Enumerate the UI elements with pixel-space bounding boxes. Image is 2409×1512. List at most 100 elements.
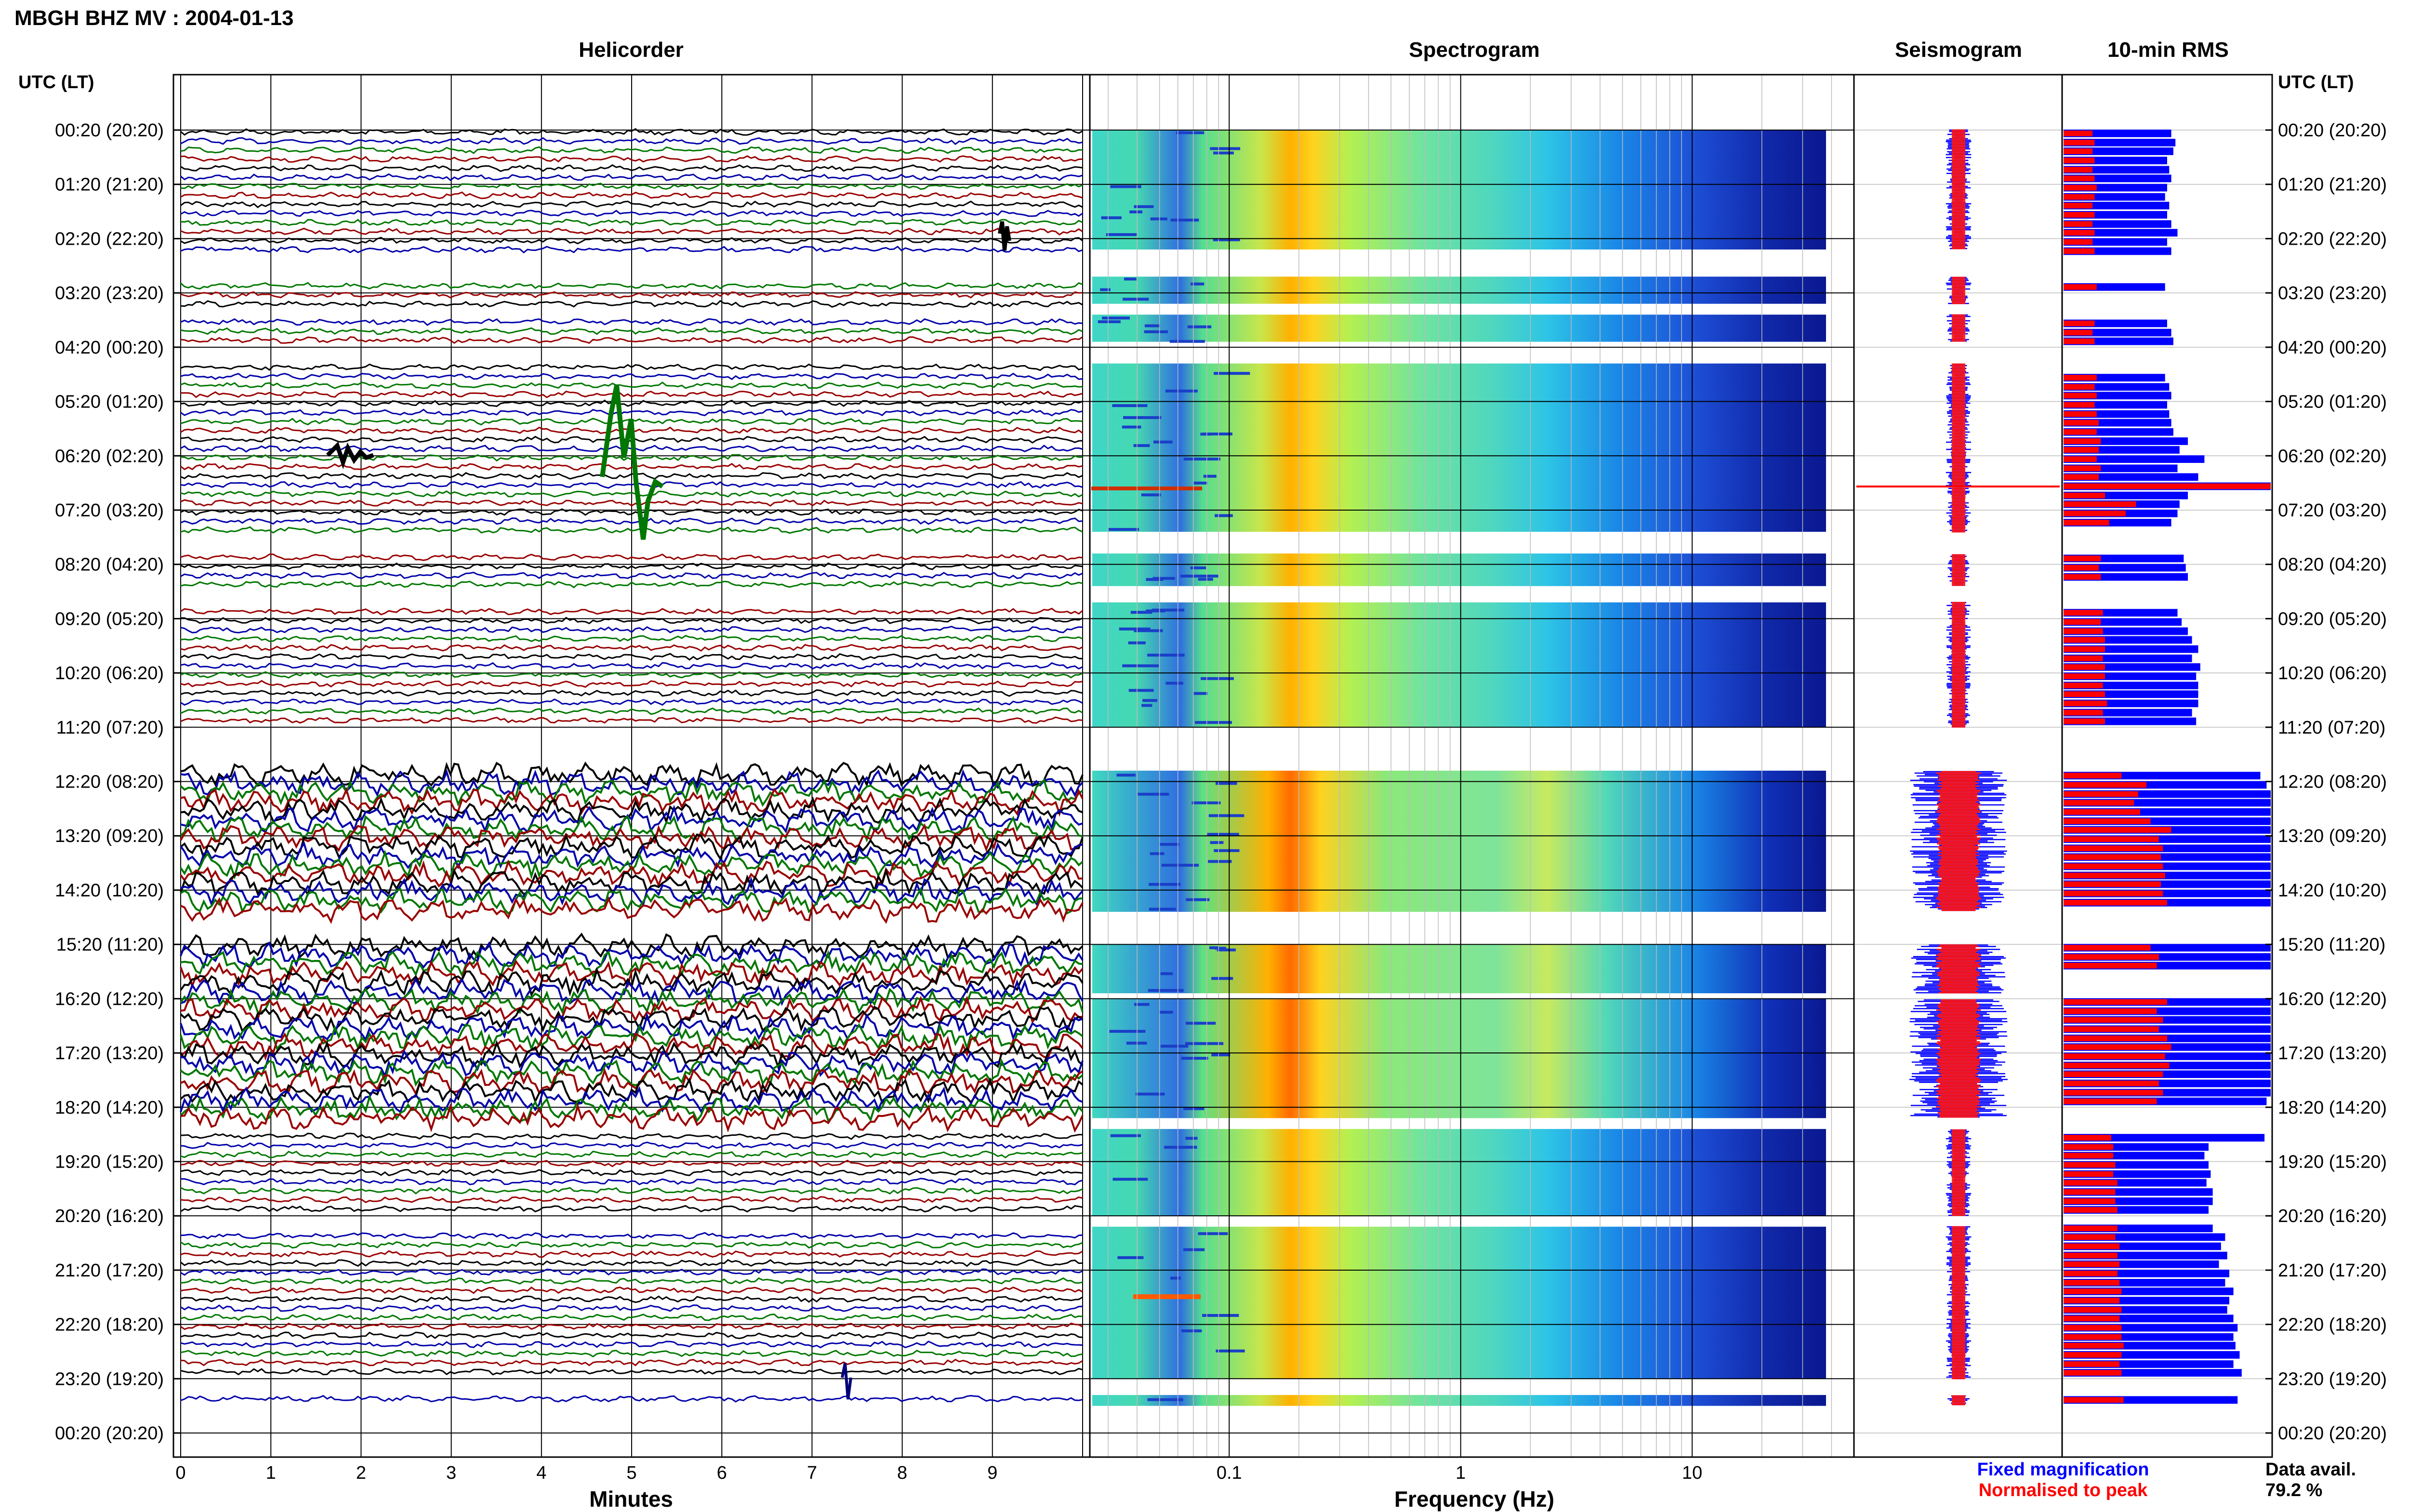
event-trace — [998, 221, 1011, 251]
left-time-label: 04:20 (00:20) — [55, 338, 164, 358]
rms-bar-normalised — [2064, 1225, 2118, 1232]
spectrogram-speck — [1213, 238, 1240, 241]
spectrogram-speck — [1198, 578, 1213, 581]
spectrogram-speck — [1181, 1057, 1208, 1060]
spectrogram-speck — [1165, 389, 1198, 393]
spectrogram-speck — [1181, 1329, 1202, 1332]
rms-bar-normalised — [2064, 456, 2097, 462]
right-time-label: 17:20 (13:20) — [2278, 1043, 2387, 1064]
rms-bar-normalised — [2064, 836, 2159, 842]
helicorder-trace — [180, 1039, 1084, 1070]
rms-bar-normalised — [2064, 202, 2093, 209]
spectrogram-speck — [1203, 474, 1217, 478]
spectrogram-band — [1092, 1395, 1826, 1406]
helicorder-trace — [180, 227, 1083, 236]
spectrogram-speck — [1134, 629, 1163, 632]
rms-bar-normalised — [2064, 1044, 2171, 1050]
helicorder-trace — [180, 778, 1084, 807]
right-time-label: 16:20 (12:20) — [2278, 989, 2387, 1009]
helicorder-trace — [180, 1094, 1084, 1123]
spectrogram-speck — [1161, 1044, 1189, 1048]
helicorder-trace — [180, 986, 1084, 1014]
spectrogram-speck — [1211, 977, 1233, 980]
spectrogram-speck — [1208, 814, 1244, 817]
helicorder-trace — [180, 1314, 1083, 1321]
helicorder-trace — [180, 237, 1083, 245]
spectrogram-speck — [1176, 131, 1204, 134]
helicorder-title: Helicorder — [579, 38, 684, 62]
helicorder-trace — [180, 769, 1084, 798]
spectrogram-speck — [1159, 1011, 1173, 1014]
spectrogram-speck — [1108, 528, 1139, 531]
spectrogram-speck — [1210, 841, 1224, 844]
left-time-label: 00:20 (20:20) — [55, 1423, 164, 1444]
spectrogram-speck — [1110, 185, 1141, 188]
helicorder-x-tick-label: 6 — [717, 1463, 727, 1483]
rms-bar-normalised — [2064, 338, 2095, 344]
rms-bar-normalised — [2064, 845, 2163, 852]
rms-bar-normalised — [2064, 683, 2103, 689]
spectrogram-speck — [1116, 774, 1136, 777]
spectrogram-speck — [1102, 316, 1130, 320]
spectrogram-speck — [1187, 325, 1212, 329]
event-trace — [841, 1363, 852, 1400]
spectrogram-speck — [1185, 1137, 1198, 1140]
spectrogram-speck — [1201, 677, 1234, 680]
helicorder-trace — [180, 182, 1083, 190]
rms-bar-normalised — [2064, 1397, 2124, 1403]
spectrogram-speck — [1135, 1092, 1165, 1096]
helicorder-trace — [180, 1132, 1083, 1140]
helicorder-x-tick-label: 8 — [897, 1463, 907, 1483]
helicorder-trace — [180, 762, 1084, 788]
helicorder-trace — [180, 887, 1083, 915]
left-time-label: 14:20 (10:20) — [55, 881, 164, 901]
helicorder-trace — [180, 146, 1083, 154]
helicorder-trace — [180, 517, 1083, 525]
rms-bar-normalised — [2064, 574, 2101, 580]
spectrogram-band — [1092, 770, 1826, 912]
spectrogram-speck — [1124, 277, 1137, 281]
rms-bar-normalised — [2064, 1162, 2116, 1168]
spectrogram-speck — [1119, 627, 1151, 631]
rms-bar-normalised — [2064, 1352, 2122, 1358]
spectrogram-speck — [1130, 611, 1152, 614]
rms-bar-normalised — [2064, 520, 2109, 526]
rms-bar-normalised — [2064, 158, 2095, 164]
rms-bar-normalised — [2064, 1334, 2122, 1340]
helicorder-trace — [180, 815, 1083, 843]
left-time-label: 05:20 (01:20) — [55, 392, 164, 412]
helicorder-trace — [180, 1304, 1083, 1312]
rms-bar-normalised — [2064, 131, 2093, 136]
rms-bar-normalised — [2064, 1189, 2116, 1195]
helicorder-trace — [180, 318, 1083, 326]
helicorder-trace — [180, 155, 1083, 163]
helicorder-x-tick-label: 7 — [807, 1463, 817, 1483]
spectrogram-speck — [1191, 801, 1221, 804]
helicorder-trace — [180, 327, 1083, 335]
rms-bar-normalised — [2064, 945, 2151, 951]
helicorder-trace — [180, 210, 1083, 217]
spectrogram-speck — [1152, 577, 1175, 580]
helicorder-trace — [180, 707, 1083, 715]
helicorder-trace — [180, 680, 1083, 688]
left-time-label: 21:20 (17:20) — [55, 1261, 164, 1281]
spectrogram-speck — [1183, 1248, 1205, 1251]
helicorder-trace — [180, 1196, 1083, 1204]
spectrogram-speck — [1141, 493, 1161, 497]
rms-bar-normalised — [2064, 402, 2095, 408]
rms-bar-normalised — [2064, 1252, 2118, 1259]
helicorder-trace — [180, 1341, 1083, 1349]
spectrogram-band — [1092, 1129, 1826, 1216]
helicorder-trace — [180, 1358, 1083, 1367]
rms-bar-normalised — [2064, 429, 2097, 435]
helicorder-trace — [180, 1058, 1084, 1087]
rms-bar-normalised — [2064, 438, 2101, 444]
helicorder-x-tick-label: 1 — [266, 1463, 276, 1483]
rms-bar-normalised — [2064, 827, 2171, 833]
rms-bar-normalised — [2064, 1298, 2120, 1304]
spectrogram-speck — [1213, 151, 1234, 155]
helicorder-trace — [180, 1023, 1084, 1052]
rms-bar-normalised — [2064, 1053, 2165, 1059]
rms-bar-normalised — [2064, 1180, 2118, 1186]
helicorder-trace — [180, 796, 1083, 825]
